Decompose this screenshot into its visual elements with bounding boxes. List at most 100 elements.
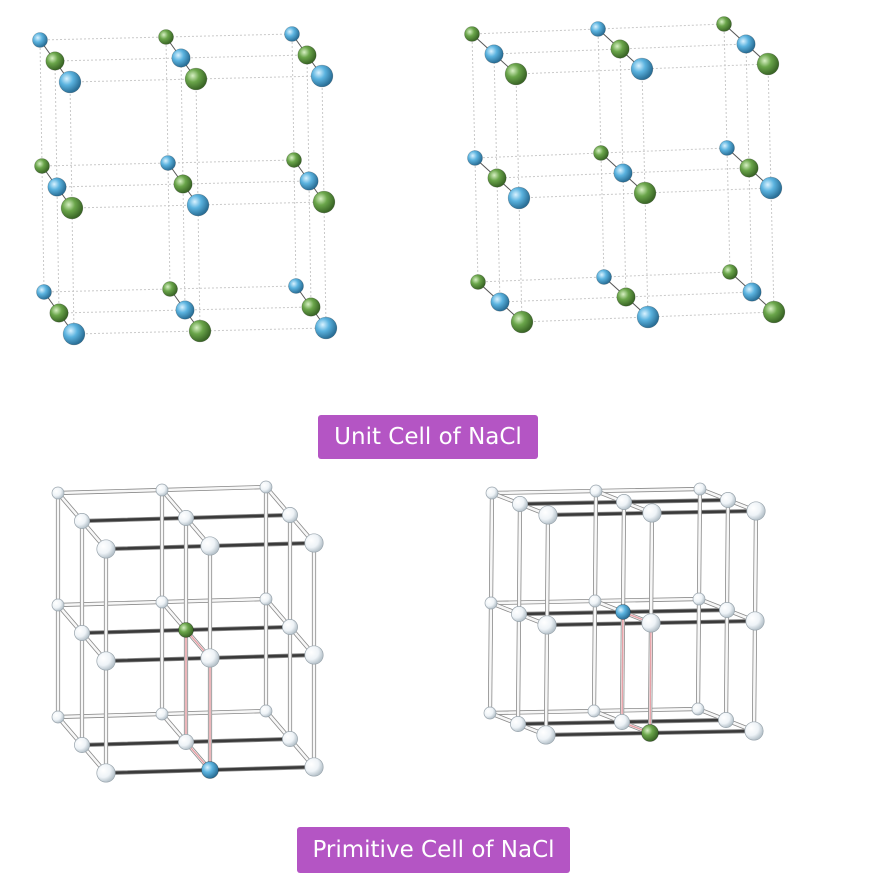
chlorine-atom (49, 303, 69, 323)
unit-cell-left (32, 26, 338, 346)
sodium-atom (47, 177, 67, 197)
chlorine-atom (286, 152, 302, 168)
chlorine-atom (45, 51, 65, 71)
pale-atom (587, 704, 601, 718)
pale-atom (51, 710, 65, 724)
chlorine-atom (312, 190, 336, 214)
pale-atom (96, 763, 116, 783)
pale-atom (200, 536, 220, 556)
chlorine-atom (158, 29, 174, 45)
sodium-atom (630, 57, 654, 81)
pale-atom (96, 539, 116, 559)
pale-atom (484, 596, 498, 610)
pale-atom (744, 721, 764, 741)
pale-atom (719, 602, 735, 618)
primitive-edge (621, 611, 624, 723)
pale-atom (200, 648, 220, 668)
primitive-cell-right (483, 482, 766, 745)
sodium-atom (613, 163, 633, 183)
chlorine-atom (756, 52, 780, 76)
chlorine-atom (641, 724, 659, 742)
pale-atom (304, 757, 324, 777)
sodium-atom (484, 44, 504, 64)
pale-atom (693, 482, 707, 496)
sodium-atom (615, 604, 631, 620)
pale-atom (483, 706, 497, 720)
sodium-atom (467, 150, 483, 166)
pale-atom (51, 486, 65, 500)
sodium-atom (719, 140, 735, 156)
pale-atom (282, 731, 298, 747)
pale-atom (304, 533, 324, 553)
pale-atom (511, 606, 527, 622)
pale-atom (259, 480, 273, 494)
chlorine-atom (716, 16, 732, 32)
chlorine-atom (188, 319, 212, 343)
sodium-atom (36, 284, 52, 300)
pale-atom (692, 592, 706, 606)
chlorine-atom (464, 26, 480, 42)
pale-atom (691, 702, 705, 716)
pale-atom (74, 737, 90, 753)
sodium-atom (759, 176, 783, 200)
chlorine-atom (470, 274, 486, 290)
sodium-atom (596, 269, 612, 285)
chlorine-atom (487, 168, 507, 188)
pale-atom (178, 510, 194, 526)
sodium-atom (171, 48, 191, 68)
chlorine-atom (178, 622, 194, 638)
pale-atom (155, 483, 169, 497)
sodium-atom (32, 32, 48, 48)
chlorine-atom (616, 287, 636, 307)
unit-cell-caption: Unit Cell of NaCl (318, 415, 538, 459)
pale-atom (537, 615, 557, 635)
chlorine-atom (722, 264, 738, 280)
pale-atom (536, 725, 556, 745)
pale-atom (51, 598, 65, 612)
sodium-atom (62, 322, 86, 346)
pale-atom (155, 595, 169, 609)
pale-atom (259, 704, 273, 718)
pale-atom (282, 619, 298, 635)
sodium-atom (201, 761, 219, 779)
pale-atom (745, 611, 765, 631)
pale-atom (746, 501, 766, 521)
sodium-atom (314, 316, 338, 340)
primitive-cell-left (51, 480, 324, 783)
primitive-edge (649, 622, 652, 734)
chlorine-atom (34, 158, 50, 174)
pale-atom (282, 507, 298, 523)
pale-atom (641, 613, 661, 633)
pale-atom (155, 707, 169, 721)
chlorine-atom (504, 62, 528, 86)
sodium-atom (490, 292, 510, 312)
sodium-atom (58, 70, 82, 94)
primitive-cell-caption: Primitive Cell of NaCl (297, 827, 570, 873)
sodium-atom (175, 300, 195, 320)
pale-atom (588, 594, 602, 608)
pale-atom (259, 592, 273, 606)
pale-atom (720, 492, 736, 508)
sodium-atom (186, 193, 210, 217)
pale-atom (510, 716, 526, 732)
sodium-atom (299, 171, 319, 191)
pale-atom (718, 712, 734, 728)
sodium-atom (736, 34, 756, 54)
sodium-atom (742, 282, 762, 302)
chlorine-atom (762, 300, 786, 324)
chlorine-atom (593, 145, 609, 161)
chlorine-atom (301, 297, 321, 317)
unit-cell-right (464, 16, 786, 334)
sodium-atom (507, 186, 531, 210)
sodium-atom (288, 278, 304, 294)
pale-atom (178, 734, 194, 750)
chlorine-atom (184, 67, 208, 91)
chlorine-atom (610, 39, 630, 59)
pale-atom (74, 513, 90, 529)
pale-atom (304, 645, 324, 665)
chlorine-atom (510, 310, 534, 334)
pale-atom (642, 503, 662, 523)
sodium-atom (590, 21, 606, 37)
